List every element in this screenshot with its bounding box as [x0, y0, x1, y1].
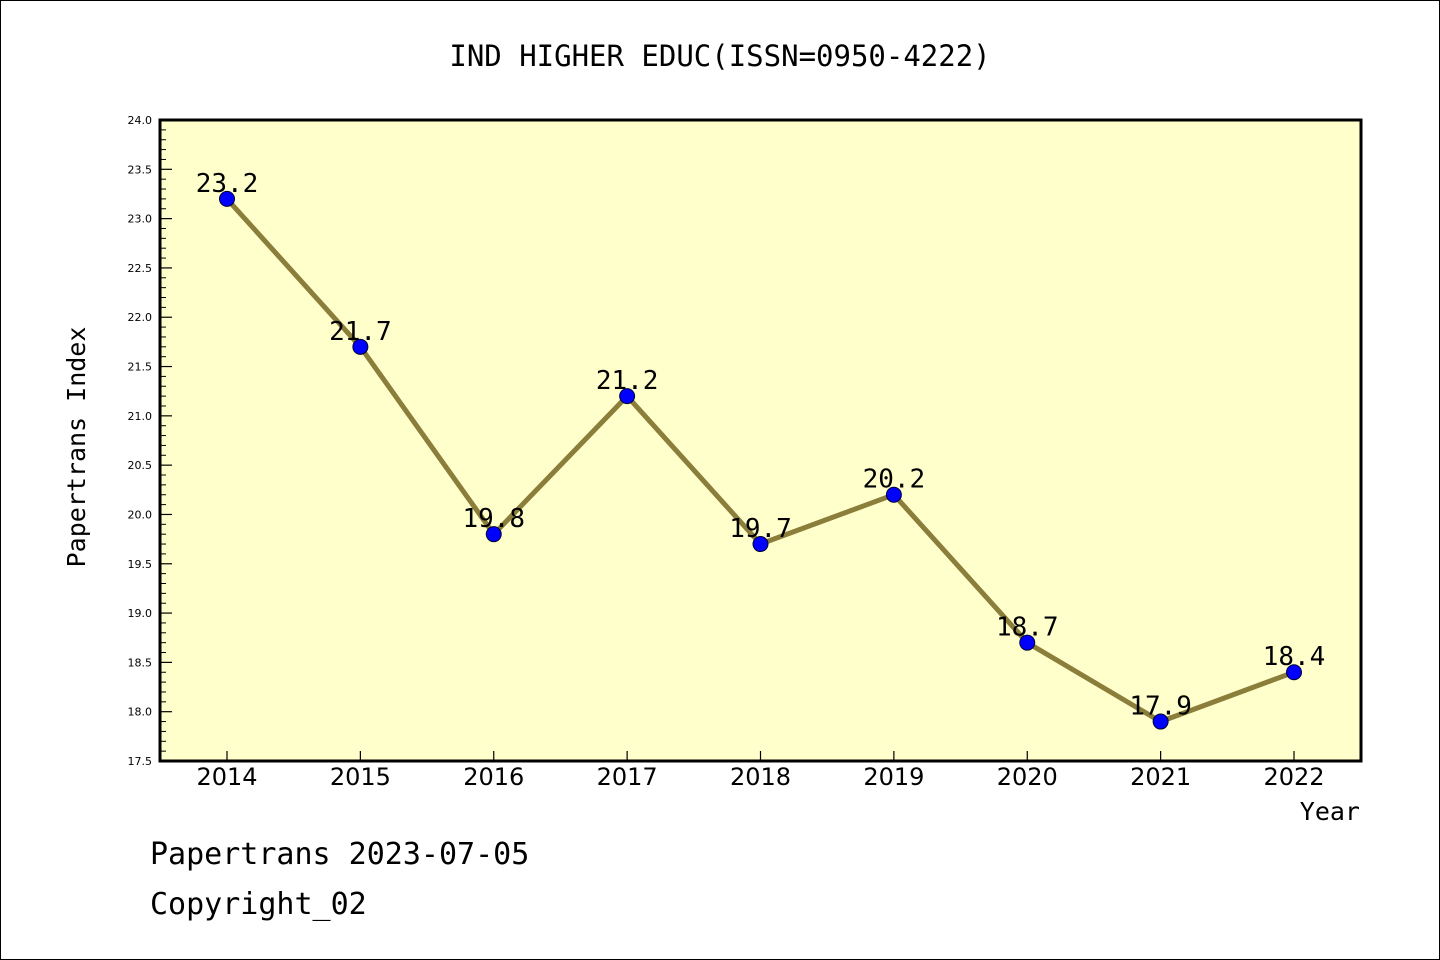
- data-label: 19.8: [462, 504, 525, 534]
- data-point: [885, 486, 902, 503]
- y-tick-label: 18.5: [128, 656, 153, 669]
- x-tick-label: 2015: [330, 763, 391, 791]
- footer-copyright: Copyright_02: [150, 887, 367, 922]
- x-tick-label: 2014: [196, 763, 257, 791]
- data-label: 19.7: [729, 514, 792, 544]
- footer-date: Papertrans 2023-07-05: [150, 837, 529, 872]
- y-tick-label: 22.0: [128, 311, 153, 324]
- y-tick-label: 19.0: [128, 607, 153, 620]
- data-label: 21.2: [596, 366, 659, 396]
- data-label: 18.4: [1263, 642, 1326, 672]
- data-point: [1286, 664, 1302, 681]
- data-point: [352, 338, 369, 355]
- y-axis: 17.5 18.0 18.5 19.0 19.5 20.0 20.5 21.0 21.5 22.0…: [128, 114, 172, 768]
- x-tick-label: 2017: [597, 763, 658, 791]
- x-tick-label: 2021: [1130, 763, 1191, 791]
- y-tick-label: 22.5: [128, 262, 153, 275]
- x-tick-label: 2016: [463, 763, 524, 791]
- y-tick-label: 19.5: [128, 558, 153, 571]
- data-markers: [219, 190, 1302, 730]
- y-tick-label: 18.0: [128, 706, 153, 719]
- y-tick-label: 20.0: [128, 508, 153, 521]
- x-tick-label: 2022: [1263, 763, 1324, 791]
- x-axis-label: Year: [1300, 797, 1360, 826]
- data-point: [219, 190, 235, 207]
- data-label: 17.9: [1129, 692, 1192, 722]
- x-tick-label: 2018: [730, 763, 791, 791]
- data-point: [752, 536, 769, 553]
- data-label: 21.7: [329, 317, 392, 347]
- x-tick-label: 2020: [997, 763, 1058, 791]
- x-tick-label: 2019: [863, 763, 924, 791]
- data-point: [619, 388, 636, 405]
- data-label: 18.7: [996, 613, 1059, 643]
- y-tick-label: 23.5: [128, 163, 153, 176]
- data-point: [1152, 713, 1169, 730]
- y-tick-label: 21.5: [128, 361, 153, 374]
- y-tick-label: 23.0: [128, 213, 153, 226]
- data-point: [485, 526, 502, 543]
- data-point: [1019, 634, 1036, 651]
- x-axis: 2014 2015 2016 2017 2018 2019 2020 2021 2022: [196, 751, 1325, 791]
- data-labels: 23.2 21.7 19.8 21.2 19.7 20.2 18.7 17.9 18.4: [196, 169, 1326, 722]
- y-tick-label: 20.5: [128, 459, 153, 472]
- y-tick-label: 21.0: [128, 410, 153, 423]
- data-label: 23.2: [196, 169, 259, 199]
- y-tick-label: 17.5: [128, 755, 153, 768]
- plot-area: [158, 118, 1363, 763]
- y-axis-label: Papertrans Index: [62, 327, 91, 568]
- data-label: 20.2: [863, 465, 926, 495]
- chart-title: IND HIGHER EDUC(ISSN=0950-4222): [449, 39, 990, 73]
- y-tick-label: 24.0: [128, 114, 153, 127]
